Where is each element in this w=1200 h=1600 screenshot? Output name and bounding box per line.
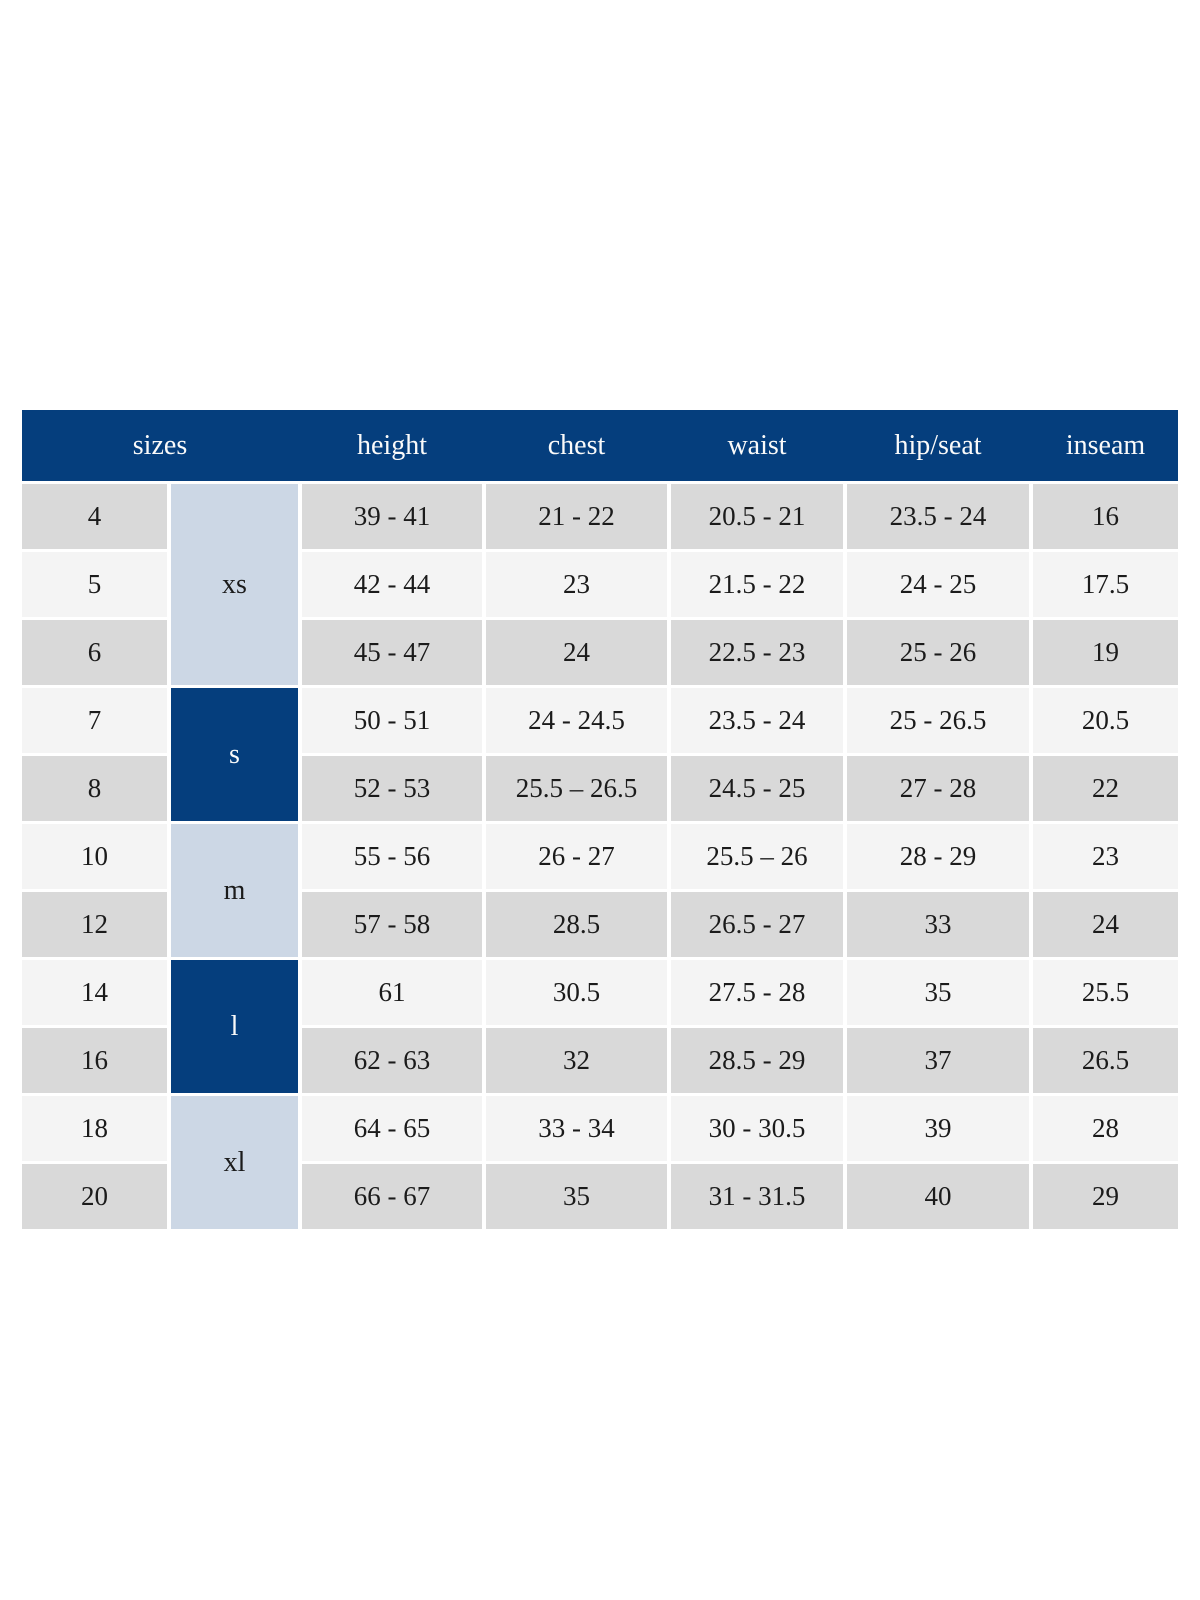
hip-seat-cell: 37 — [847, 1028, 1029, 1093]
waist-cell: 30 - 30.5 — [671, 1096, 843, 1161]
hip-seat-cell: 28 - 29 — [847, 824, 1029, 889]
hip-seat-cell: 33 — [847, 892, 1029, 957]
inseam-cell: 22 — [1033, 756, 1178, 821]
size-cell: 8 — [22, 756, 167, 821]
column-header-sizes: sizes — [132, 429, 188, 461]
inseam-cell: 25.5 — [1033, 960, 1178, 1025]
inseam-cell: 28 — [1033, 1096, 1178, 1161]
chest-cell: 23 — [486, 552, 667, 617]
waist-cell: 25.5 – 26 — [671, 824, 843, 889]
size-group-cell-s: s — [171, 688, 298, 821]
chest-cell: 35 — [486, 1164, 667, 1229]
size-cell: 20 — [22, 1164, 167, 1229]
size-group-cell-m: m — [171, 824, 298, 957]
chest-cell: 32 — [486, 1028, 667, 1093]
waist-cell: 26.5 - 27 — [671, 892, 843, 957]
height-cell: 50 - 51 — [302, 688, 482, 753]
size-group-cell-xs: xs — [171, 484, 298, 685]
table-header-row: sizes height chest waist hip/seat inseam — [22, 410, 1178, 481]
height-cell: 39 - 41 — [302, 484, 482, 549]
chest-cell: 30.5 — [486, 960, 667, 1025]
size-cell: 5 — [22, 552, 167, 617]
waist-cell: 20.5 - 21 — [671, 484, 843, 549]
size-cell: 4 — [22, 484, 167, 549]
size-cell: 14 — [22, 960, 167, 1025]
inseam-cell: 19 — [1033, 620, 1178, 685]
inseam-cell: 20.5 — [1033, 688, 1178, 753]
hip-seat-cell: 23.5 - 24 — [847, 484, 1029, 549]
hip-seat-cell: 35 — [847, 960, 1029, 1025]
size-cell: 18 — [22, 1096, 167, 1161]
hip-seat-cell: 25 - 26.5 — [847, 688, 1029, 753]
waist-cell: 21.5 - 22 — [671, 552, 843, 617]
inseam-cell: 26.5 — [1033, 1028, 1178, 1093]
waist-cell: 22.5 - 23 — [671, 620, 843, 685]
height-cell: 62 - 63 — [302, 1028, 482, 1093]
chest-cell: 28.5 — [486, 892, 667, 957]
chest-cell: 21 - 22 — [486, 484, 667, 549]
waist-cell: 23.5 - 24 — [671, 688, 843, 753]
size-cell: 6 — [22, 620, 167, 685]
column-header-height: height — [357, 429, 427, 461]
height-cell: 57 - 58 — [302, 892, 482, 957]
size-group-cell-xl: xl — [171, 1096, 298, 1229]
chest-cell: 33 - 34 — [486, 1096, 667, 1161]
inseam-cell: 29 — [1033, 1164, 1178, 1229]
size-cell: 10 — [22, 824, 167, 889]
size-cell: 7 — [22, 688, 167, 753]
height-cell: 52 - 53 — [302, 756, 482, 821]
chest-cell: 24 — [486, 620, 667, 685]
inseam-cell: 17.5 — [1033, 552, 1178, 617]
chest-cell: 24 - 24.5 — [486, 688, 667, 753]
waist-cell: 31 - 31.5 — [671, 1164, 843, 1229]
column-header-waist: waist — [727, 429, 787, 461]
size-cell: 12 — [22, 892, 167, 957]
height-cell: 66 - 67 — [302, 1164, 482, 1229]
waist-cell: 27.5 - 28 — [671, 960, 843, 1025]
size-group-cell-l: l — [171, 960, 298, 1093]
column-header-hip-seat: hip/seat — [894, 429, 982, 461]
height-cell: 55 - 56 — [302, 824, 482, 889]
chest-cell: 26 - 27 — [486, 824, 667, 889]
waist-cell: 28.5 - 29 — [671, 1028, 843, 1093]
hip-seat-cell: 40 — [847, 1164, 1029, 1229]
column-header-inseam: inseam — [1065, 429, 1146, 461]
size-chart-table: sizes height chest waist hip/seat inseam… — [22, 410, 1178, 1229]
height-cell: 45 - 47 — [302, 620, 482, 685]
hip-seat-cell: 25 - 26 — [847, 620, 1029, 685]
height-cell: 42 - 44 — [302, 552, 482, 617]
column-header-chest: chest — [547, 429, 606, 461]
waist-cell: 24.5 - 25 — [671, 756, 843, 821]
hip-seat-cell: 24 - 25 — [847, 552, 1029, 617]
height-cell: 64 - 65 — [302, 1096, 482, 1161]
inseam-cell: 16 — [1033, 484, 1178, 549]
height-cell: 61 — [302, 960, 482, 1025]
inseam-cell: 23 — [1033, 824, 1178, 889]
size-cell: 16 — [22, 1028, 167, 1093]
chest-cell: 25.5 – 26.5 — [486, 756, 667, 821]
hip-seat-cell: 39 — [847, 1096, 1029, 1161]
hip-seat-cell: 27 - 28 — [847, 756, 1029, 821]
inseam-cell: 24 — [1033, 892, 1178, 957]
